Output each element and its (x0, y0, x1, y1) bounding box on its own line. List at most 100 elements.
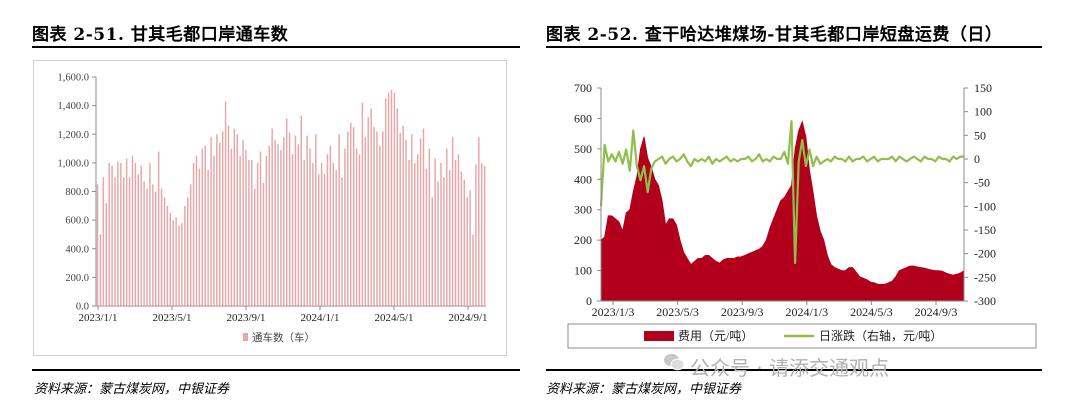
left-bar (402, 125, 404, 306)
left-bar (329, 145, 332, 306)
left-bar (414, 162, 416, 306)
left-bar (213, 155, 215, 306)
left-bar (242, 139, 244, 306)
right-combo-chart: 0100200300400500600700-300-250-200-150-1… (567, 81, 1037, 349)
left-bar (163, 197, 166, 306)
left-y-tick-label: 1,200.0 (58, 130, 90, 141)
change-legend-label: 日涨跌（右轴，元/吨） (819, 328, 942, 343)
left-bar (350, 122, 352, 306)
left-bar (440, 162, 442, 306)
left-bar (204, 145, 206, 306)
right-left-y-tick-label: 600 (574, 111, 592, 125)
left-bar (123, 177, 125, 306)
left-bar (230, 148, 233, 306)
left-bar (451, 137, 454, 306)
left-bar (198, 168, 201, 306)
left-bar (219, 142, 221, 306)
left-bar (251, 160, 253, 306)
left-bar (108, 162, 110, 306)
left-y-tick-label: 400.0 (65, 244, 89, 255)
left-bar (288, 132, 291, 306)
left-bar (300, 115, 303, 306)
left-bar (195, 155, 198, 306)
left-bar (201, 148, 204, 306)
left-bar (117, 161, 119, 306)
left-bar (189, 184, 192, 306)
left-bar (303, 160, 305, 306)
right-source-rule (546, 369, 1042, 371)
left-x-tick-label: 2023/1/1 (78, 312, 117, 324)
left-bar (382, 131, 384, 306)
left-bar (355, 148, 358, 306)
left-bar (253, 188, 256, 306)
left-bar (291, 154, 294, 306)
right-right-y-tick-label: -50 (974, 176, 990, 190)
left-bar (207, 170, 209, 306)
left-bar (320, 162, 323, 306)
left-bar (172, 220, 174, 306)
left-y-tick-label: 1,600.0 (58, 73, 90, 84)
right-right-y-tick-label: 50 (974, 128, 986, 142)
right-right-y-tick-label: -200 (974, 247, 996, 261)
fee-legend-label: 费用（元/吨） (678, 329, 753, 343)
left-source-rule (32, 369, 520, 371)
left-title-rule (32, 46, 520, 48)
left-chart-panel: 图表 2-51. 甘其毛都口岸通车数 0.0 200.0 400.0 600.0 800… (0, 0, 525, 413)
left-bar (160, 188, 163, 306)
left-y-tick-label: 600.0 (65, 216, 89, 227)
left-bar (248, 160, 250, 306)
left-bar (233, 128, 236, 306)
right-right-y-tick-label: -100 (974, 199, 996, 213)
left-bar (390, 89, 393, 306)
left-bar (280, 149, 282, 306)
left-bar (443, 177, 445, 306)
left-bar (364, 137, 367, 306)
left-bar (131, 155, 134, 306)
left-x-tick-label: 2024/1/1 (300, 312, 339, 324)
left-bar (221, 131, 224, 306)
left-bar (181, 222, 183, 306)
left-bar (111, 165, 113, 306)
right-left-y-tick-label: 200 (574, 233, 592, 247)
right-chart-title: 图表 2-52. 查干哈达堆煤场-甘其毛都口岸短盘运费（日） (546, 25, 1003, 45)
left-bar (192, 162, 195, 306)
left-bar (367, 117, 369, 306)
left-bar (143, 181, 145, 306)
left-bar (187, 197, 189, 306)
left-bar (297, 144, 300, 306)
left-bar (428, 148, 431, 306)
right-x-tick-label: 2023/1/3 (592, 305, 635, 319)
left-legend-swatch (243, 333, 248, 341)
left-bar (283, 137, 285, 306)
left-bar (224, 101, 227, 306)
left-bar (175, 217, 177, 306)
right-right-y-tick-label: 100 (974, 105, 992, 119)
left-bar (466, 197, 468, 306)
fee-area-series (600, 120, 965, 302)
right-x-tick-label: 2024/5/3 (850, 305, 893, 319)
left-bar (239, 155, 241, 306)
left-bar (155, 191, 157, 306)
left-bar (373, 127, 375, 306)
right-left-y-tick-label: 500 (574, 142, 592, 156)
left-bar (227, 125, 230, 306)
left-bar (265, 155, 268, 306)
left-source-note: 资料来源：蒙古煤炭网，中银证券 (34, 382, 230, 397)
daily-change-line-series (599, 120, 964, 265)
left-bar (245, 149, 247, 306)
left-bar (393, 92, 396, 307)
left-bar (416, 154, 419, 306)
left-bar (335, 170, 337, 306)
left-y-tick-label: 200.0 (65, 273, 89, 284)
left-bar (396, 108, 399, 306)
left-bar (178, 225, 180, 306)
left-chart-title: 图表 2-51. 甘其毛都口岸通车数 (32, 25, 289, 45)
left-bar (478, 137, 480, 306)
left-bar (469, 190, 471, 306)
right-left-y-tick-label: 300 (574, 203, 592, 217)
left-bar (405, 139, 407, 306)
left-bar (370, 108, 372, 306)
left-bar (384, 98, 387, 306)
left-bar (379, 145, 381, 306)
left-bar (128, 177, 131, 306)
